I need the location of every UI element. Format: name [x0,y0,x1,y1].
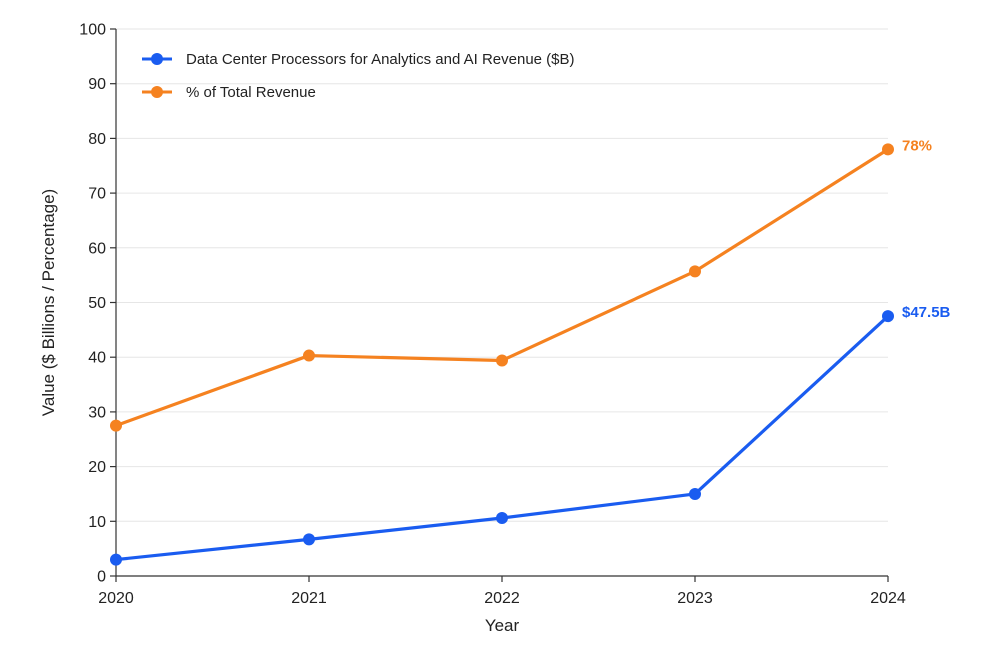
y-tick-label: 0 [97,569,106,586]
y-axis-ticks: 0 10 20 30 40 50 60 70 80 90 100 [79,22,116,586]
data-point [689,265,701,278]
x-tick-label: 2024 [870,590,906,607]
data-point [882,143,894,156]
end-value-label: $47.5B [902,304,951,321]
y-tick-label: 50 [88,295,106,312]
y-axis-title: Value ($ Billions / Percentage) [39,189,58,416]
end-value-label: 78% [902,137,932,154]
x-axis-ticks: 2020 2021 2022 2023 2024 [98,576,906,607]
y-tick-label: 60 [88,240,106,257]
y-tick-label: 30 [88,404,106,421]
data-point [882,310,894,323]
grid-lines [116,28,888,522]
y-tick-label: 40 [88,350,106,367]
x-tick-label: 2021 [291,590,327,607]
x-tick-label: 2023 [677,590,713,607]
legend-item-revenue: Data Center Processors for Analytics and… [142,51,575,68]
data-point [110,419,122,432]
data-point [303,349,315,362]
legend-label-percent: % of Total Revenue [186,84,316,101]
data-point [689,487,701,500]
x-tick-label: 2020 [98,590,134,607]
data-point [303,533,315,546]
series-line-1 [115,147,889,428]
legend-marker-percent [151,86,163,98]
legend-marker-revenue [151,53,163,65]
y-tick-label: 100 [79,22,106,39]
data-point [496,354,508,367]
end-labels: $47.5B 78% [902,137,951,321]
y-tick-label: 70 [88,186,106,203]
legend-label-revenue: Data Center Processors for Analytics and… [186,51,575,68]
x-tick-label: 2022 [484,590,520,607]
legend: Data Center Processors for Analytics and… [142,51,575,101]
legend-item-percent: % of Total Revenue [142,84,316,101]
series-lines [110,143,894,566]
y-tick-label: 80 [88,131,106,148]
y-tick-label: 20 [88,459,106,476]
data-point [110,553,122,566]
x-axis-title: Year [485,616,520,635]
data-point [496,512,508,525]
y-tick-label: 90 [88,76,106,93]
y-tick-label: 10 [88,514,106,531]
